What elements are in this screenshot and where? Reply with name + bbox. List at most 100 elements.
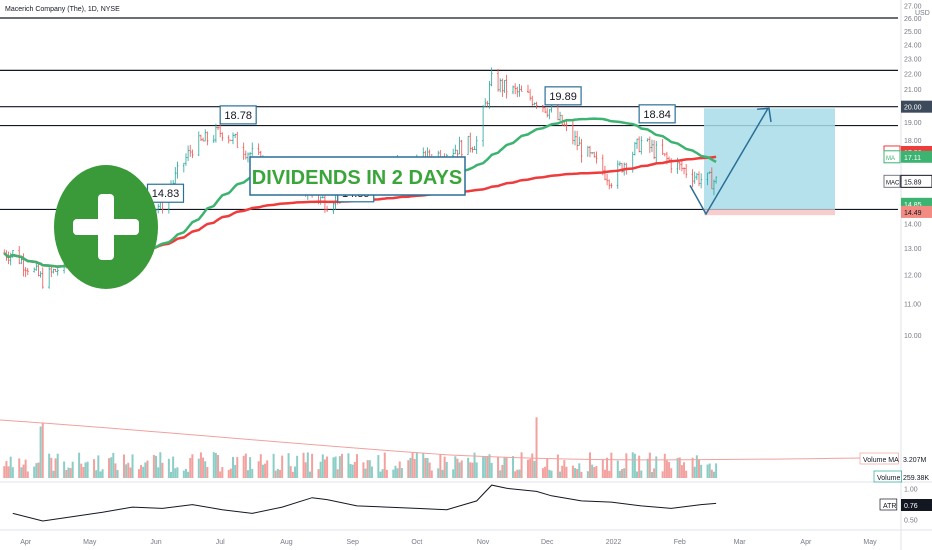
volume-bar (488, 454, 491, 478)
volume-bar (691, 457, 694, 478)
volume-bar (204, 461, 207, 478)
x-tick-label: Nov (477, 539, 490, 546)
volume-bar (321, 454, 324, 478)
price-badge-text: 15.89 (904, 179, 922, 186)
volume-bar (400, 467, 403, 478)
volume-bar (616, 460, 619, 478)
volume-bar (122, 454, 125, 478)
volume-bar (646, 458, 649, 478)
volume-bar (217, 455, 220, 478)
volume-bar (700, 464, 703, 478)
volume-bar (323, 459, 326, 478)
x-tick-label: Jul (216, 539, 225, 546)
volume-bar (685, 470, 688, 478)
volume-bar (187, 471, 190, 478)
volume-bar (249, 457, 252, 478)
volume-bar (445, 462, 448, 478)
volume-bar (125, 464, 128, 478)
x-tick-label: 2022 (606, 539, 622, 546)
volume-bar (603, 469, 606, 478)
atr-line (12, 484, 717, 522)
price-callout-label: 18.84 (643, 109, 671, 121)
volume-bar (351, 464, 354, 478)
volume-bar (189, 458, 192, 478)
volume-bar (559, 471, 562, 478)
x-tick-label: Oct (411, 539, 422, 546)
volume-bar (97, 455, 100, 478)
volume-bar (114, 463, 117, 478)
volume-ma-value: 3.207M (903, 457, 927, 464)
volume-bar (82, 467, 85, 478)
chart-title: Macerich Company (The), 1D, NYSE (5, 6, 120, 13)
volume-bar (441, 469, 444, 478)
stop-zone (704, 209, 835, 216)
volume-bar (142, 466, 145, 478)
volume-bar (712, 471, 715, 478)
volume-bar (116, 469, 119, 478)
volume-bar (261, 464, 264, 478)
price-callout-label: 18.78 (224, 110, 252, 122)
volume-bar (548, 469, 551, 478)
volume-bar (274, 470, 277, 478)
volume-bar (319, 461, 322, 478)
volume-bar (246, 470, 249, 478)
volume-bar (9, 456, 12, 478)
volume-bar (157, 467, 160, 478)
volume-bar (550, 470, 553, 478)
volume-bar (501, 464, 504, 478)
volume-bar (443, 456, 446, 478)
currency-label: USD (915, 10, 930, 17)
volume-bar (37, 462, 40, 478)
volume-bar (56, 453, 59, 478)
projection-arrow (689, 107, 769, 216)
volume-bar (413, 459, 416, 478)
volume-bar (665, 460, 668, 478)
volume-bar (381, 469, 384, 478)
volume-bar (469, 462, 472, 478)
volume-bar (676, 457, 679, 478)
volume-bar (531, 453, 534, 478)
y-tick-label: 19.00 (904, 120, 922, 127)
volume-bar (623, 468, 626, 478)
volume-label-box (873, 470, 902, 483)
volume-bar (475, 462, 478, 478)
volume-bar (366, 460, 369, 478)
volume-bar (407, 460, 410, 478)
volume-bar (505, 457, 508, 478)
volume-bar (516, 469, 519, 478)
volume-bar (159, 452, 162, 478)
volume-bar (334, 456, 337, 478)
volume-bar (458, 462, 461, 478)
volume-bar (18, 458, 21, 478)
volume-bar (422, 453, 425, 478)
volume-bar (490, 462, 493, 478)
volume-bar (454, 456, 457, 478)
volume-bar (69, 468, 72, 478)
volume-bar (306, 452, 309, 478)
volume-bar (33, 466, 36, 478)
volume-bar (580, 471, 583, 478)
volume-bar (202, 457, 205, 478)
atr-tick: 1.00 (904, 486, 918, 493)
y-tick-label: 14.00 (904, 221, 922, 228)
volume-bar (63, 461, 66, 478)
volume-bar (663, 453, 666, 478)
volume-bar (184, 468, 187, 478)
volume-bar (394, 465, 397, 478)
volume-bar (383, 452, 386, 478)
volume-bar (578, 463, 581, 478)
volume-bar (698, 459, 700, 478)
x-tick-label: Jun (150, 539, 161, 546)
volume-bar (227, 469, 230, 478)
annotation-box (249, 156, 466, 196)
volume-bar (710, 469, 713, 478)
volume-bar (556, 454, 559, 478)
volume-bar (279, 469, 282, 478)
volume-bar (484, 456, 487, 478)
x-tick-label: May (863, 539, 877, 546)
volume-bar (661, 471, 664, 478)
volume-bar (430, 470, 433, 478)
y-tick-label: 23.00 (904, 57, 922, 64)
volume-bar (695, 455, 698, 478)
